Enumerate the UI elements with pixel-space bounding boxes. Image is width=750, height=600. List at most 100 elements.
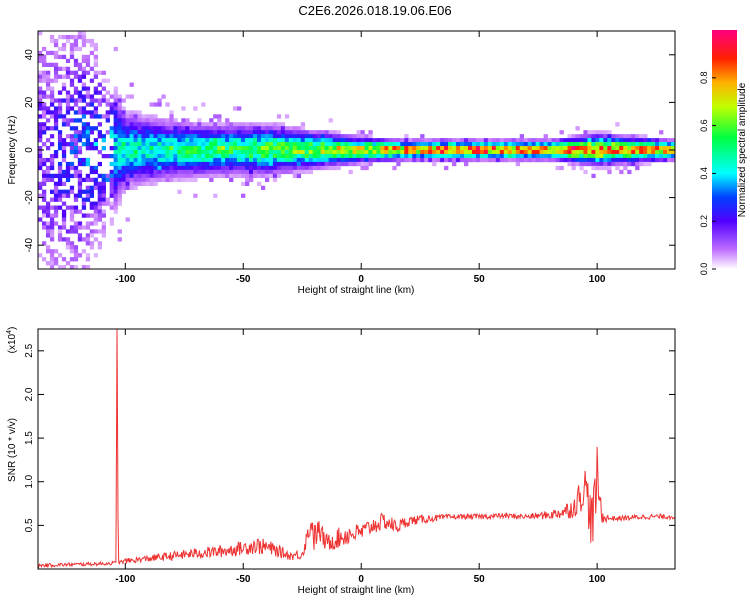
heatmap-cell	[49, 249, 55, 254]
heatmap-cell	[320, 130, 325, 135]
heatmap-cell	[264, 146, 270, 151]
heatmap-cell	[312, 146, 317, 151]
heatmap-cell	[65, 193, 71, 198]
heatmap-cell	[543, 134, 548, 139]
heatmap-cell	[77, 209, 83, 214]
heatmap-cell	[631, 161, 636, 167]
heatmap-cell	[53, 173, 59, 179]
heatmap-cell	[61, 42, 67, 48]
heatmap-cell	[217, 161, 222, 167]
heatmap-cell	[137, 138, 142, 143]
heatmap-cell	[571, 165, 576, 171]
heatmap-cell	[237, 169, 242, 175]
colorbar-tick-label-1: 0.2	[699, 215, 709, 228]
heatmap-cell	[69, 42, 75, 48]
heatmap-cell	[284, 138, 290, 143]
heatmap-cell	[165, 118, 170, 123]
heatmap-cell	[563, 150, 568, 155]
heatmap-cell	[515, 161, 521, 167]
heatmap-cell	[149, 150, 154, 155]
heatmap-cell	[157, 142, 162, 147]
heatmap-cell	[583, 153, 588, 159]
heatmap-cell	[141, 177, 146, 183]
heatmap-cell	[117, 142, 122, 147]
heatmap-cell	[471, 138, 477, 143]
heatmap-cell	[376, 142, 381, 147]
heatmap-cell	[81, 82, 87, 87]
heatmap-cell	[284, 150, 290, 155]
heatmap-cell	[340, 138, 345, 143]
heatmap-cell	[49, 38, 55, 44]
heatmap-cell	[276, 126, 282, 131]
heatmap-cell	[161, 130, 166, 135]
heatmap-cell	[288, 146, 294, 151]
heatmap-cell	[133, 153, 138, 159]
heatmap-cell	[137, 177, 142, 183]
heatmap-cell	[65, 102, 71, 107]
heatmap-cell	[591, 150, 596, 155]
heatmap-cell	[252, 157, 258, 163]
heatmap-cell	[428, 146, 433, 151]
heatmap-cell	[41, 78, 47, 83]
heatmap-cell	[296, 126, 302, 131]
heatmap-cell	[316, 161, 321, 167]
heatmap-cell	[121, 118, 126, 123]
heatmap-cell	[73, 173, 79, 179]
heatmap-cell	[38, 31, 43, 36]
heatmap-cell	[324, 142, 329, 147]
heatmap-cell	[651, 153, 656, 159]
heatmap-cell	[412, 138, 417, 143]
heatmap-cell	[209, 177, 214, 183]
heatmap-cell	[53, 197, 59, 202]
heatmap-cell	[547, 153, 552, 159]
heatmap-cell	[213, 138, 218, 143]
heatmap-cell	[241, 157, 246, 163]
heatmap-cell	[149, 161, 154, 167]
heatmap-cell	[157, 126, 162, 131]
heatmap-cell	[73, 169, 79, 175]
heatmap-cell	[639, 146, 644, 151]
heatmap-cell	[77, 221, 83, 226]
heatmap-cell	[611, 161, 616, 167]
heatmap-cell	[372, 150, 377, 155]
heatmap-cell	[145, 177, 150, 183]
heatmap-cell	[69, 82, 75, 87]
heatmap-cell	[603, 130, 608, 135]
heatmap-cell	[73, 197, 79, 202]
heatmap-cell	[149, 130, 154, 135]
heatmap-cell	[336, 130, 341, 135]
heatmap-cell	[57, 34, 63, 40]
heatmap-cell	[647, 153, 652, 159]
heatmap-cell	[555, 138, 560, 143]
heatmap-cell	[264, 138, 270, 143]
heatmap-cell	[611, 150, 616, 155]
heatmap-cell	[89, 130, 95, 135]
heatmap-cell	[487, 153, 493, 159]
heatmap-cell	[113, 142, 118, 147]
heatmap-cell	[332, 161, 337, 167]
heatmap-cell	[515, 153, 521, 159]
heatmap-cell	[169, 146, 174, 151]
heatmap-cell	[444, 165, 449, 171]
heatmap-cell	[483, 138, 489, 143]
heatmap-cell	[599, 134, 604, 139]
heatmap-cell	[292, 150, 298, 155]
heatmap-cell	[452, 138, 457, 143]
heatmap-cell	[607, 169, 612, 175]
heatmap-cell	[73, 165, 79, 171]
spectrogram-xtick-label-0: -100	[115, 274, 135, 285]
heatmap-cell	[300, 130, 306, 135]
heatmap-cell	[256, 130, 262, 135]
heatmap-cell	[268, 161, 274, 167]
heatmap-cell	[659, 146, 664, 151]
heatmap-cell	[535, 146, 540, 151]
heatmap-cell	[663, 150, 668, 155]
heatmap-cell	[125, 157, 130, 163]
heatmap-cell	[129, 157, 134, 163]
heatmap-cell	[81, 205, 87, 210]
heatmap-cell	[241, 122, 246, 127]
heatmap-cell	[153, 118, 158, 123]
heatmap-cell	[245, 153, 250, 159]
heatmap-cell	[85, 265, 91, 269]
